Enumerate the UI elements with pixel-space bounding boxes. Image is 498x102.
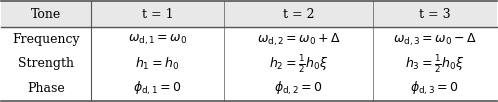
- Text: $h_3 = \frac{1}{2}h_0\xi$: $h_3 = \frac{1}{2}h_0\xi$: [405, 53, 464, 75]
- Text: $h_1 = h_0$: $h_1 = h_0$: [135, 56, 179, 72]
- Text: $\phi_{\mathrm{d},2} = 0$: $\phi_{\mathrm{d},2} = 0$: [274, 80, 323, 97]
- Text: t = 3: t = 3: [419, 8, 451, 21]
- Text: Strength: Strength: [18, 57, 74, 70]
- Text: Tone: Tone: [31, 8, 61, 21]
- Text: t = 1: t = 1: [141, 8, 173, 21]
- Text: Frequency: Frequency: [12, 33, 80, 46]
- Text: t = 2: t = 2: [283, 8, 314, 21]
- Text: $h_2 = \frac{1}{2}h_0\xi$: $h_2 = \frac{1}{2}h_0\xi$: [269, 53, 328, 75]
- Bar: [1, 1, 497, 27]
- Text: $\omega_{\mathrm{d},1} = \omega_0$: $\omega_{\mathrm{d},1} = \omega_0$: [128, 32, 187, 47]
- Text: $\omega_{\mathrm{d},3} = \omega_0 - \Delta$: $\omega_{\mathrm{d},3} = \omega_0 - \Del…: [393, 31, 477, 48]
- Text: $\omega_{\mathrm{d},2} = \omega_0 + \Delta$: $\omega_{\mathrm{d},2} = \omega_0 + \Del…: [256, 31, 341, 48]
- Text: $\phi_{\mathrm{d},3} = 0$: $\phi_{\mathrm{d},3} = 0$: [410, 80, 459, 97]
- Text: Phase: Phase: [27, 82, 65, 95]
- Text: $\phi_{\mathrm{d},1} = 0$: $\phi_{\mathrm{d},1} = 0$: [133, 80, 182, 97]
